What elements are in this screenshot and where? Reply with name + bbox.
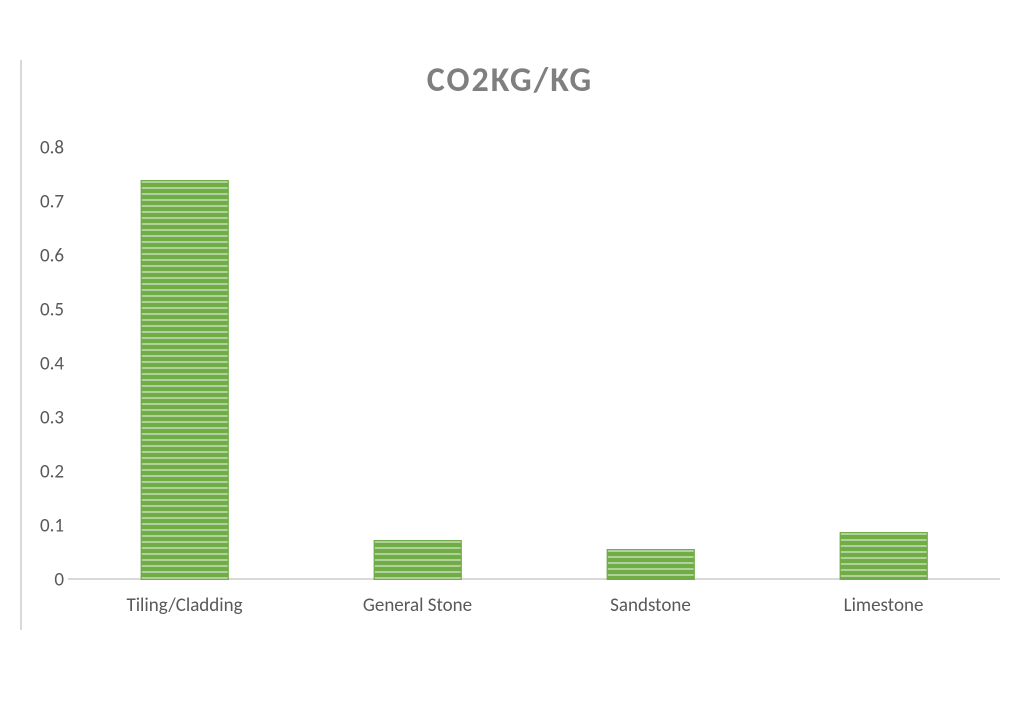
y-tick-label: 0 [20,571,64,590]
bar-slot: Tiling/Cladding [68,148,301,580]
bar [839,532,928,580]
bar [140,180,229,580]
x-category-label: Limestone [754,594,1014,617]
x-category-label: Tiling/Cladding [55,594,315,617]
bar-fill [373,540,462,581]
y-tick-label: 0.5 [20,301,64,320]
bar [606,549,695,580]
y-tick-label: 0.6 [20,247,64,266]
bar-fill [606,549,695,580]
plot-area: 00.10.20.30.40.50.60.70.8Tiling/Cladding… [68,148,1000,580]
bar-slot: Limestone [767,148,1000,580]
bar-slot: Sandstone [534,148,767,580]
bar-fill [140,180,229,580]
y-tick-label: 0.8 [20,139,64,158]
chart-title: CO2KG/KG [10,60,1010,101]
bar [373,540,462,581]
y-tick-label: 0.1 [20,517,64,536]
y-tick-label: 0.4 [20,355,64,374]
x-category-label: General Stone [288,594,548,617]
co2-bar-chart: CO2KG/KG 00.10.20.30.40.50.60.70.8Tiling… [10,60,1010,680]
y-tick-label: 0.7 [20,193,64,212]
x-category-label: Sandstone [521,594,781,617]
y-tick-label: 0.2 [20,463,64,482]
y-tick-label: 0.3 [20,409,64,428]
bar-fill [839,532,928,580]
bar-slot: General Stone [301,148,534,580]
